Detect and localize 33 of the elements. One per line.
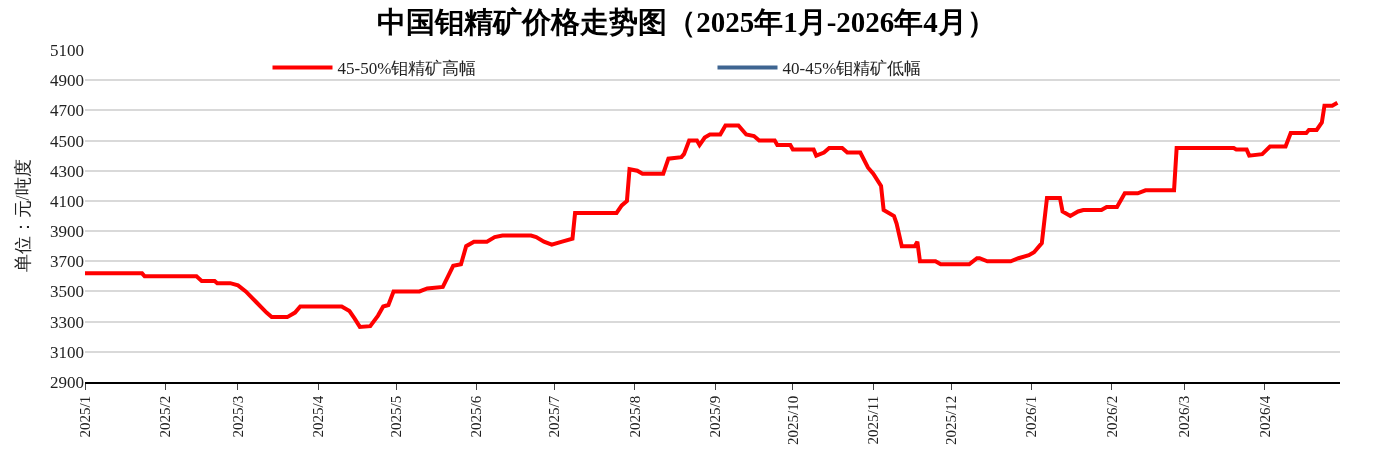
y-tick-label: 4100 xyxy=(50,191,84,211)
x-tick-label: 2025/8 xyxy=(626,395,643,438)
y-tick-label: 3900 xyxy=(50,222,84,242)
x-tick-label: 2026/3 xyxy=(1176,395,1193,438)
y-tick-label: 5100 xyxy=(50,40,84,60)
y-tick-label: 3300 xyxy=(50,312,84,332)
chart-title: 中国钼精矿价格走势图（2025年1月-2026年4月） xyxy=(377,5,996,38)
y-tick-label: 4300 xyxy=(50,161,84,181)
x-tick-label: 2025/11 xyxy=(865,395,882,445)
y-tick-label: 4700 xyxy=(50,101,84,121)
x-tick-label: 2026/1 xyxy=(1023,395,1040,438)
x-tick-label: 2025/2 xyxy=(157,395,174,438)
y-tick-label: 4900 xyxy=(50,71,84,91)
y-tick-label: 3100 xyxy=(50,342,84,362)
x-tick-label: 2025/7 xyxy=(546,395,563,438)
legend-label: 40-45%钼精矿低幅 xyxy=(782,59,922,79)
x-tick-label: 2025/4 xyxy=(310,395,327,438)
x-tick-label: 2025/3 xyxy=(229,395,246,438)
y-tick-label: 2900 xyxy=(50,372,84,392)
y-axis-title: 单位：元/吨度 xyxy=(13,159,34,273)
x-tick-label: 2025/1 xyxy=(76,395,93,438)
x-tick-label: 2025/12 xyxy=(942,395,959,445)
x-tick-label: 2025/10 xyxy=(784,395,801,445)
x-tick-label: 2025/9 xyxy=(706,395,723,438)
x-tick-label: 2025/6 xyxy=(468,395,485,438)
x-tick-label: 2026/4 xyxy=(1256,395,1273,438)
y-tick-label: 3700 xyxy=(50,252,84,272)
x-tick-label: 2026/2 xyxy=(1103,395,1120,438)
legend-label: 45-50%钼精矿高幅 xyxy=(337,59,477,79)
line-series xyxy=(85,100,1340,329)
y-tick-label: 3500 xyxy=(50,282,84,302)
x-tick-label: 2025/5 xyxy=(388,395,405,438)
y-tick-label: 4500 xyxy=(50,131,84,151)
